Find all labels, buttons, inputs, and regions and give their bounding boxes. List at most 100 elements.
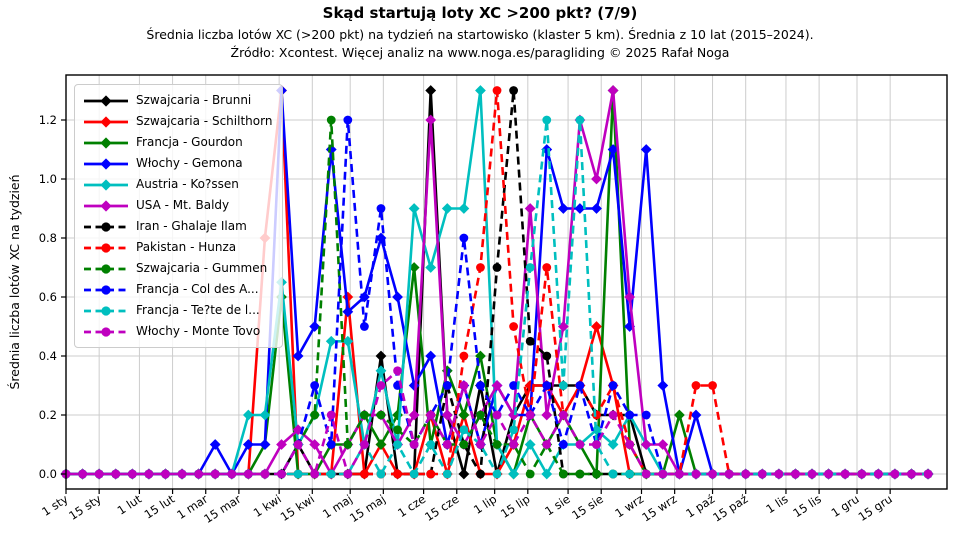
- marker-circle: [691, 469, 701, 479]
- legend-marker-circle: [101, 305, 111, 316]
- marker-diamond: [690, 409, 702, 421]
- marker-circle: [592, 440, 601, 449]
- marker-circle: [277, 469, 286, 479]
- marker-circle: [409, 440, 419, 449]
- marker-diamond: [574, 203, 586, 214]
- legend-marker-circle: [101, 221, 111, 232]
- y-tick-label: 1.2: [39, 113, 57, 127]
- marker-circle: [78, 469, 87, 479]
- marker-circle: [641, 410, 651, 420]
- marker-circle: [360, 410, 369, 420]
- marker-circle: [376, 469, 386, 479]
- marker-circle: [509, 381, 519, 390]
- x-tick-label: 1 lis: [763, 492, 790, 516]
- marker-diamond: [309, 321, 321, 332]
- legend-item-7: Pakistan - Hunza: [83, 237, 272, 258]
- marker-circle: [840, 469, 850, 479]
- marker-circle: [558, 410, 568, 420]
- marker-circle: [459, 233, 469, 243]
- marker-circle: [509, 440, 519, 449]
- marker-circle: [873, 469, 883, 479]
- marker-circle: [509, 322, 519, 331]
- marker-circle: [525, 336, 535, 346]
- marker-circle: [691, 381, 701, 390]
- legend-line-sample: [84, 178, 128, 191]
- marker-circle: [476, 263, 485, 272]
- marker-circle: [260, 469, 270, 479]
- x-tick-label: 15 mar: [201, 492, 243, 526]
- marker-circle: [111, 469, 121, 479]
- legend-line-sample: [84, 199, 128, 212]
- marker-circle: [360, 469, 369, 479]
- marker-diamond: [591, 424, 602, 436]
- plot-border: [65, 74, 948, 490]
- marker-circle: [708, 381, 717, 390]
- marker-circle: [658, 469, 668, 479]
- marker-diamond: [259, 439, 271, 450]
- legend-line-sample: [84, 221, 128, 232]
- legend-label: Włochy - Monte Tovo: [136, 324, 261, 338]
- legend-label: Francja - Te?te de l...: [136, 303, 260, 317]
- marker-circle: [459, 425, 469, 435]
- marker-circle: [492, 263, 502, 272]
- marker-circle: [476, 410, 485, 420]
- marker-circle: [509, 425, 519, 435]
- legend-line-sample: [84, 157, 128, 170]
- x-tick-label: 15 cze: [422, 492, 461, 524]
- marker-diamond: [425, 350, 437, 362]
- marker-circle: [376, 410, 386, 420]
- legend-marker-circle: [101, 263, 111, 274]
- legend-marker-diamond: [100, 178, 112, 191]
- marker-circle: [326, 440, 336, 449]
- marker-circle: [426, 440, 436, 449]
- series-lines: [60, 85, 934, 480]
- marker-circle: [476, 440, 485, 449]
- marker-circle: [393, 440, 402, 449]
- legend-item-9: Francja - Col des A...: [83, 279, 272, 300]
- marker-circle: [757, 469, 767, 479]
- marker-circle: [625, 469, 635, 479]
- legend-line-sample: [84, 242, 128, 253]
- figure-subtitle: Średnia liczba lotów XC (>200 pkt) na ty…: [146, 27, 814, 42]
- marker-circle: [177, 469, 187, 479]
- marker-diamond: [259, 409, 271, 421]
- legend-line-sample: [84, 305, 128, 316]
- marker-circle: [393, 469, 402, 479]
- marker-circle: [442, 469, 452, 479]
- marker-diamond: [441, 203, 453, 214]
- legend-line-sample: [84, 115, 128, 128]
- marker-circle: [293, 469, 303, 479]
- series-w-ochy-monte-tovo: [61, 366, 933, 479]
- legend-item-5: USA - Mt. Baldy: [83, 195, 272, 216]
- legend-line-sample: [84, 326, 128, 337]
- marker-circle: [824, 469, 833, 479]
- legend-item-1: Szwajcaria - Schilthorn: [83, 111, 272, 132]
- marker-circle: [376, 381, 386, 390]
- marker-circle: [492, 469, 502, 479]
- legend-item-8: Szwajcaria - Gummen: [83, 258, 272, 279]
- marker-circle: [625, 410, 635, 420]
- marker-circle: [774, 469, 784, 479]
- marker-diamond: [607, 439, 619, 450]
- x-tick-label: 15 lip: [498, 492, 532, 521]
- marker-circle: [724, 469, 734, 479]
- legend-item-6: Iran - Ghalaje Ilam: [83, 216, 272, 237]
- marker-diamond: [425, 114, 437, 126]
- legend-label: USA - Mt. Baldy: [136, 198, 230, 212]
- legend: Szwajcaria - Brunni Szwajcaria - Schiltho…: [74, 84, 284, 348]
- marker-circle: [194, 469, 204, 479]
- legend-line-sample: [84, 284, 128, 295]
- marker-diamond: [242, 409, 254, 421]
- marker-circle: [674, 469, 684, 479]
- marker-diamond: [242, 439, 254, 450]
- marker-circle: [575, 381, 585, 390]
- marker-diamond: [458, 468, 470, 480]
- marker-diamond: [541, 468, 553, 480]
- legend-item-4: Austria - Ko?ssen: [83, 174, 272, 195]
- marker-diamond: [607, 85, 619, 96]
- marker-diamond: [673, 409, 685, 421]
- marker-circle: [293, 440, 303, 449]
- y-axis-label: Średnia liczba lotów XC na tydzień: [7, 174, 22, 389]
- marker-diamond: [392, 409, 403, 421]
